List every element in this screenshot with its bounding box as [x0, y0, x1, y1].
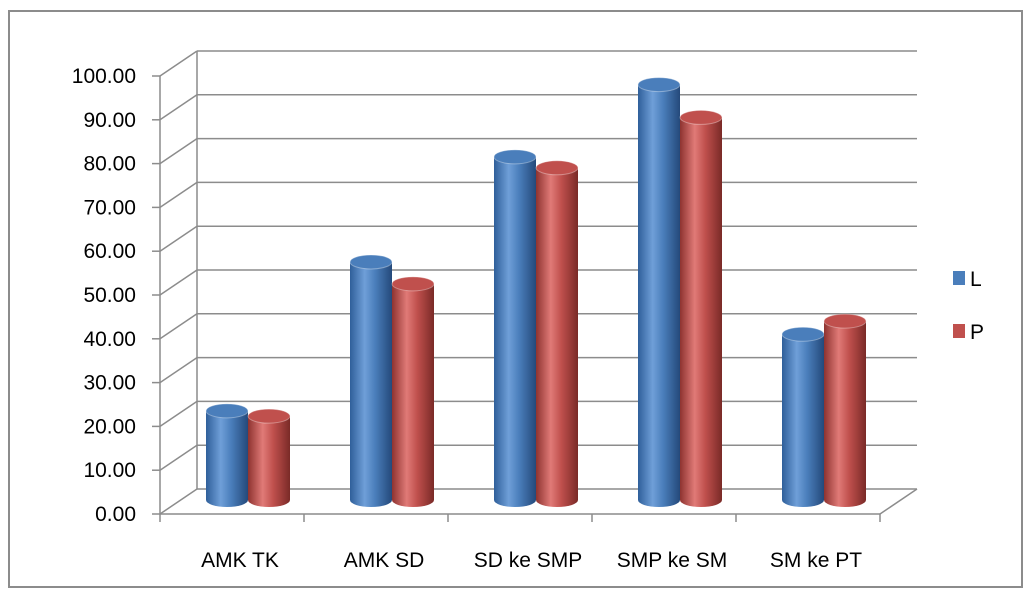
y-tick-label: 10.00: [83, 459, 136, 482]
bar-top: [679, 109, 723, 125]
bar-P-sm-ke-pt: [823, 313, 867, 507]
gridline-side: [159, 181, 198, 209]
legend-swatch-P: [953, 324, 965, 338]
y-tick-label: 90.00: [83, 109, 136, 132]
bar-L-sd-ke-smp: [493, 149, 537, 507]
bar-body: [494, 156, 536, 507]
gridline-side: [159, 400, 198, 428]
gridline-side: [159, 94, 198, 121]
floor-edge: [879, 488, 918, 515]
bar-body: [824, 321, 866, 507]
legend-label-L: L: [970, 268, 982, 291]
bar-top: [823, 313, 867, 329]
bar-top: [391, 276, 435, 292]
bar-top: [637, 77, 681, 93]
bar-body: [206, 410, 248, 507]
bar-top: [349, 254, 393, 270]
legend: LP: [953, 268, 984, 344]
y-tick-label: 50.00: [83, 284, 136, 307]
x-tick-label: AMK TK: [201, 549, 279, 572]
gridline-side: [159, 444, 198, 471]
bar-body: [638, 84, 680, 507]
bar-body: [782, 334, 824, 507]
x-axis-labels: AMK TK AMK SD SD ke SMP SMP ke SM SM ke PT: [201, 549, 862, 572]
bar-P-amk-tk: [247, 408, 291, 507]
bar-top: [205, 403, 249, 419]
bar-P-sd-ke-smp: [535, 160, 579, 508]
legend-swatch-L: [953, 271, 965, 285]
gridline-side: [159, 488, 198, 515]
bar-L-smp-ke-sm: [637, 77, 681, 507]
y-tick-label: 80.00: [83, 153, 136, 176]
gridline-side: [159, 225, 198, 252]
bar-body: [350, 261, 392, 507]
bar-L-amk-tk: [205, 403, 249, 507]
gridline-side: [159, 269, 198, 296]
bar-top: [247, 408, 291, 424]
legend-label-P: P: [970, 321, 984, 344]
y-tick-label: 0.00: [95, 503, 136, 526]
bars-layer: [205, 77, 867, 508]
y-tick-label: 60.00: [83, 240, 136, 263]
bar-body: [680, 117, 722, 508]
y-tick-label: 30.00: [83, 372, 136, 395]
bar-L-amk-sd: [349, 254, 393, 507]
bar-P-smp-ke-sm: [679, 109, 723, 508]
bar-body: [392, 283, 434, 507]
x-tick-label: SMP ke SM: [617, 549, 727, 572]
bar-top: [535, 160, 579, 176]
x-tick-label: SM ke PT: [770, 549, 862, 572]
y-tick-label: 20.00: [83, 415, 136, 438]
bar-top: [781, 326, 825, 342]
x-tick-label: AMK SD: [344, 549, 425, 572]
y-tick-label: 70.00: [83, 196, 136, 219]
bar-P-amk-sd: [391, 276, 435, 507]
bar-L-sm-ke-pt: [781, 326, 825, 507]
gridline-side: [159, 313, 198, 340]
gridline-side: [159, 356, 198, 384]
gridline-side: [159, 50, 198, 77]
y-tick-label: 40.00: [83, 328, 136, 351]
y-tick-label: 100.00: [72, 65, 136, 88]
x-tick-label: SD ke SMP: [474, 549, 583, 572]
bar-top: [493, 149, 537, 165]
bar-body: [536, 167, 578, 508]
bar-body: [248, 416, 290, 507]
gridline-side: [159, 137, 198, 165]
